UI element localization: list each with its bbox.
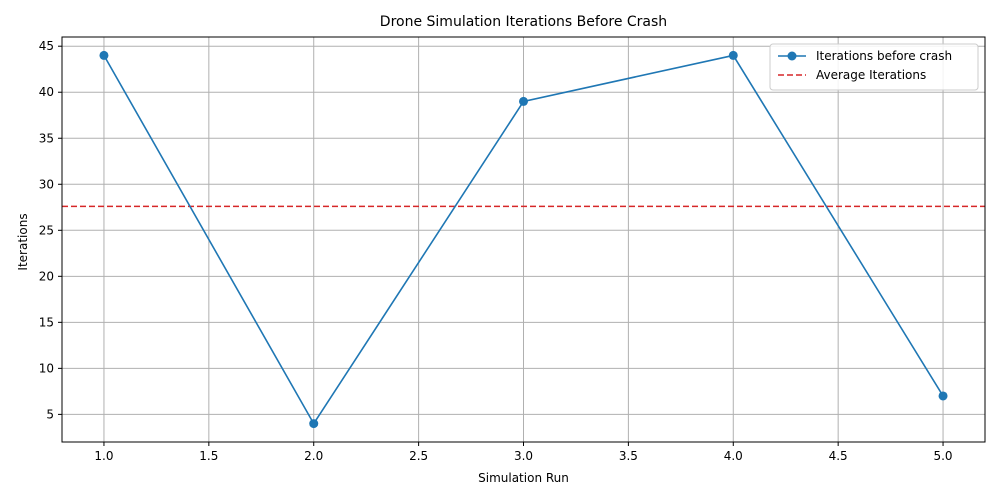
legend-label: Iterations before crash [816,49,952,63]
y-tick-label: 10 [39,361,54,375]
x-tick-label: 2.5 [409,449,428,463]
series-layer [99,50,948,429]
legend-series-marker [787,51,797,61]
grid-lines [62,37,985,442]
x-tick-label: 1.5 [199,449,218,463]
data-point [728,50,738,60]
y-tick-label: 35 [39,131,54,145]
data-point [309,419,319,429]
data-point [938,391,948,401]
x-tick-label: 5.0 [933,449,952,463]
legend-box [769,43,979,91]
x-tick-label: 4.0 [724,449,743,463]
y-tick-label: 15 [39,315,54,329]
chart-title: Drone Simulation Iterations Before Crash [380,14,667,30]
y-axis-title: Iterations [16,213,30,270]
x-tick-label: 2.0 [304,449,323,463]
x-axis-title: Simulation Run [478,471,569,485]
y-tick-label: 30 [39,177,54,191]
legend: Iterations before crash Average Iteration… [769,43,979,91]
y-tick-label: 25 [39,223,54,237]
y-tick-label: 45 [39,39,54,53]
y-tick-label: 20 [39,269,54,283]
data-point [519,96,528,106]
x-tick-label: 4.5 [829,449,848,463]
y-tick-label: 5 [46,407,54,421]
x-axis-ticks: 1.0 1.5 2.0 2.5 3.0 3.5 4.0 4.5 5.0 [94,442,953,463]
x-tick-label: 3.0 [514,449,533,463]
y-axis-ticks: 5 10 15 20 25 30 35 40 45 [39,39,62,421]
legend-label: Average Iterations [816,68,926,82]
x-tick-label: 3.5 [619,449,638,463]
data-point [99,50,109,60]
x-tick-label: 1.0 [94,449,113,463]
y-tick-label: 40 [39,85,54,99]
